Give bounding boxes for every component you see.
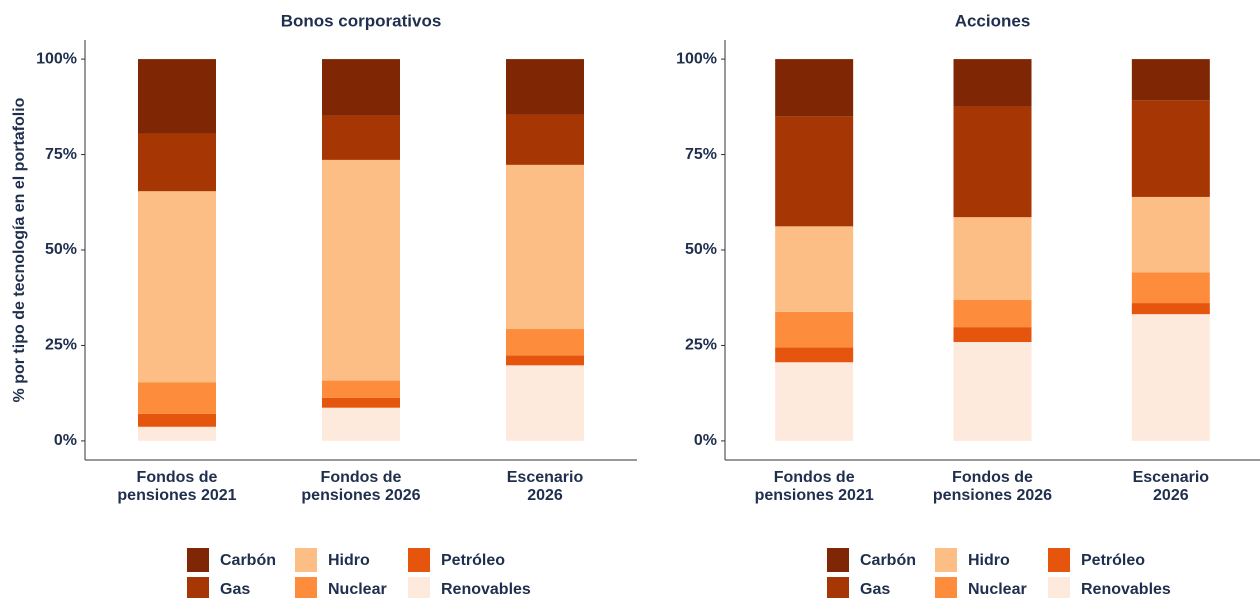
legend-swatch xyxy=(408,577,430,598)
legend-label: Nuclear xyxy=(328,581,387,598)
y-tick-label: 0% xyxy=(54,432,77,449)
bar-segment xyxy=(1131,272,1210,304)
bar-segment xyxy=(775,362,854,441)
bar-segment xyxy=(322,59,400,116)
y-tick-label: 100% xyxy=(36,50,77,67)
x-tick-label: Fondos de pensiones 2026 xyxy=(933,469,1052,504)
legend-swatch xyxy=(827,577,849,598)
legend-swatch xyxy=(408,548,430,572)
bar-segment xyxy=(138,133,216,192)
y-axis-title: % por tipo de tecnología en el portafoli… xyxy=(11,97,28,402)
legend-label: Gas xyxy=(220,581,250,598)
legend-swatch xyxy=(935,548,957,572)
bar-segment xyxy=(138,382,216,414)
bar-segment xyxy=(953,59,1032,107)
bar-segment xyxy=(138,426,216,441)
bar-segment xyxy=(506,59,584,115)
legend-swatch xyxy=(295,548,317,572)
bar-segment xyxy=(1131,196,1210,273)
legend-label: Carbón xyxy=(860,552,916,569)
bar-segment xyxy=(953,106,1032,218)
x-tick-label: Escenario 2026 xyxy=(507,469,584,504)
legend-label: Gas xyxy=(860,581,890,598)
legend-swatch xyxy=(1048,548,1070,572)
bar-segment xyxy=(1131,303,1210,315)
y-tick-label: 0% xyxy=(694,432,717,449)
bar-segment xyxy=(506,329,584,356)
chart-title: Bonos corporativos xyxy=(281,11,442,30)
bar-segment xyxy=(506,164,584,330)
bar-segment xyxy=(775,59,854,117)
legend-swatch xyxy=(295,577,317,598)
legend-swatch xyxy=(935,577,957,598)
y-tick-label: 75% xyxy=(685,146,717,163)
x-tick-label: Fondos de pensiones 2021 xyxy=(117,469,236,504)
bar-segment xyxy=(322,407,400,441)
bar-segment xyxy=(138,191,216,383)
y-tick-label: 100% xyxy=(676,50,717,67)
legend-swatch xyxy=(187,577,209,598)
legend-label: Nuclear xyxy=(968,581,1027,598)
bar-segment xyxy=(322,380,400,398)
bar-segment xyxy=(775,116,854,227)
bar-segment xyxy=(322,397,400,408)
legend-label: Petróleo xyxy=(441,552,505,569)
legend-swatch xyxy=(827,548,849,572)
bar-segment xyxy=(322,159,400,381)
bar-segment xyxy=(138,59,216,134)
bar-segment xyxy=(506,114,584,165)
y-tick-label: 50% xyxy=(45,241,77,258)
y-tick-label: 25% xyxy=(685,337,717,354)
y-tick-label: 25% xyxy=(45,337,77,354)
legend-label: Carbón xyxy=(220,552,276,569)
legend-swatch xyxy=(187,548,209,572)
bar-segment xyxy=(1131,314,1210,441)
bar-segment xyxy=(953,300,1032,328)
legend-label: Petróleo xyxy=(1081,552,1145,569)
y-tick-label: 50% xyxy=(685,241,717,258)
y-tick-label: 75% xyxy=(45,146,77,163)
bar-segment xyxy=(953,342,1032,441)
bar-segment xyxy=(138,413,216,427)
bar-segment xyxy=(322,115,400,160)
bar-segment xyxy=(775,226,854,312)
bar-segment xyxy=(775,311,854,348)
legend-swatch xyxy=(1048,577,1070,598)
x-tick-label: Escenario 2026 xyxy=(1133,469,1210,504)
chart-title: Acciones xyxy=(955,11,1031,30)
legend-label: Hidro xyxy=(328,552,370,569)
bar-segment xyxy=(506,365,584,441)
bar-segment xyxy=(775,347,854,363)
bar-segment xyxy=(1131,100,1210,197)
x-tick-label: Fondos de pensiones 2026 xyxy=(301,469,420,504)
legend-label: Renovables xyxy=(1081,581,1171,598)
bar-segment xyxy=(1131,59,1210,101)
legend-label: Hidro xyxy=(968,552,1010,569)
legend-label: Renovables xyxy=(441,581,531,598)
bar-segment xyxy=(506,355,584,366)
bar-segment xyxy=(953,217,1032,301)
bar-segment xyxy=(953,327,1032,343)
x-tick-label: Fondos de pensiones 2021 xyxy=(755,469,874,504)
